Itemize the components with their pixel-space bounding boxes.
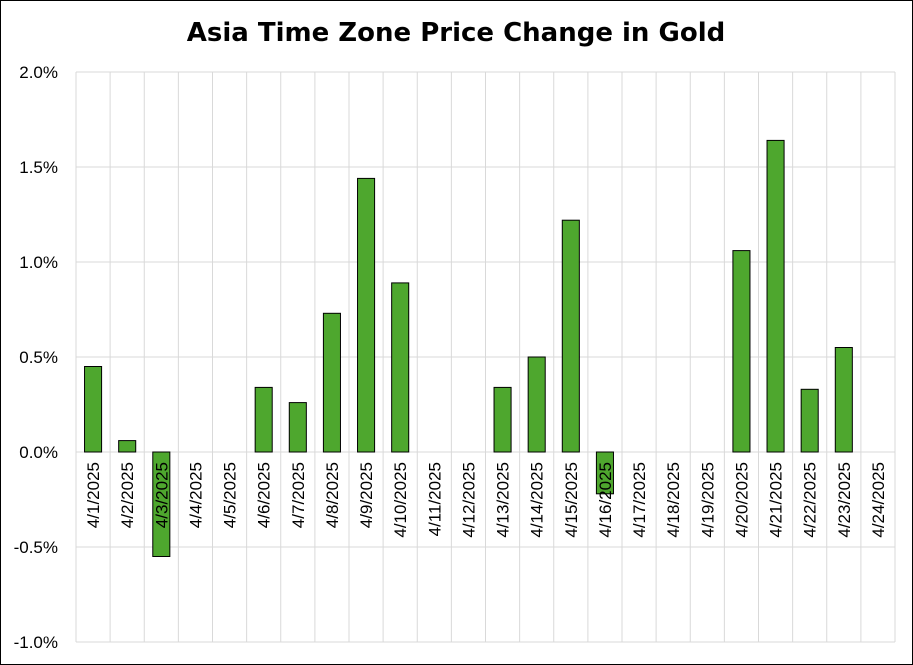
x-tick-label: 4/8/2025 [323, 462, 342, 528]
x-tick-label: 4/9/2025 [357, 462, 376, 528]
gridlines [75, 71, 896, 643]
x-tick-label: 4/18/2025 [664, 462, 683, 538]
x-tick-label: 4/5/2025 [221, 462, 240, 528]
x-tick-label: 4/21/2025 [767, 462, 786, 538]
x-tick-label: 4/23/2025 [835, 462, 854, 538]
x-tick-label: 4/15/2025 [562, 462, 581, 538]
bar [391, 282, 410, 453]
x-tick-label: 4/11/2025 [425, 462, 444, 536]
x-tick-label: 4/20/2025 [732, 462, 751, 538]
bar [152, 451, 171, 557]
x-tick-label: 4/19/2025 [698, 462, 717, 538]
x-tick-label: 4/1/2025 [84, 462, 103, 528]
bar [561, 219, 580, 453]
x-axis-ticks: 4/1/2025 4/2/2025 4/3/2025 4/4/2025 4/5/2025… [84, 462, 888, 538]
x-tick-label: 4/24/2025 [869, 462, 888, 538]
bar [288, 402, 307, 453]
x-tick-label: 4/12/2025 [459, 462, 478, 538]
y-tick-label: 0.5% [19, 348, 58, 367]
x-tick-label: 4/16/2025 [596, 462, 615, 538]
bar [357, 177, 376, 453]
bar [322, 312, 341, 453]
y-axis-ticks: -1.0% -0.5% 0.0% 0.5% 1.0% 1.5% 2.0% [14, 63, 58, 652]
bar [595, 451, 614, 495]
bars [84, 139, 853, 557]
bar [834, 347, 853, 453]
bar [800, 388, 819, 453]
x-tick-label: 4/3/2025 [152, 462, 171, 528]
bar [527, 356, 546, 453]
bar [493, 386, 512, 453]
bar [766, 139, 785, 453]
x-tick-label: 4/14/2025 [528, 462, 547, 538]
x-tick-label: 4/13/2025 [494, 462, 513, 538]
bar [254, 386, 273, 453]
bar [732, 250, 751, 453]
y-tick-label: 1.5% [19, 158, 58, 177]
x-tick-label: 4/6/2025 [255, 462, 274, 528]
x-tick-label: 4/10/2025 [391, 462, 410, 538]
x-tick-label: 4/7/2025 [289, 462, 308, 528]
bar [84, 366, 103, 453]
x-tick-label: 4/4/2025 [186, 462, 205, 528]
y-tick-label: -0.5% [14, 538, 58, 557]
bar [118, 440, 137, 453]
y-tick-label: 2.0% [19, 63, 58, 82]
x-tick-label: 4/2/2025 [118, 462, 137, 528]
x-tick-label: 4/22/2025 [801, 462, 820, 538]
x-tick-label: 4/17/2025 [630, 462, 649, 538]
y-tick-label: 1.0% [19, 253, 58, 272]
chart-title: Asia Time Zone Price Change in Gold [187, 18, 725, 48]
y-tick-label: -1.0% [14, 633, 58, 652]
y-tick-label: 0.0% [19, 443, 58, 462]
